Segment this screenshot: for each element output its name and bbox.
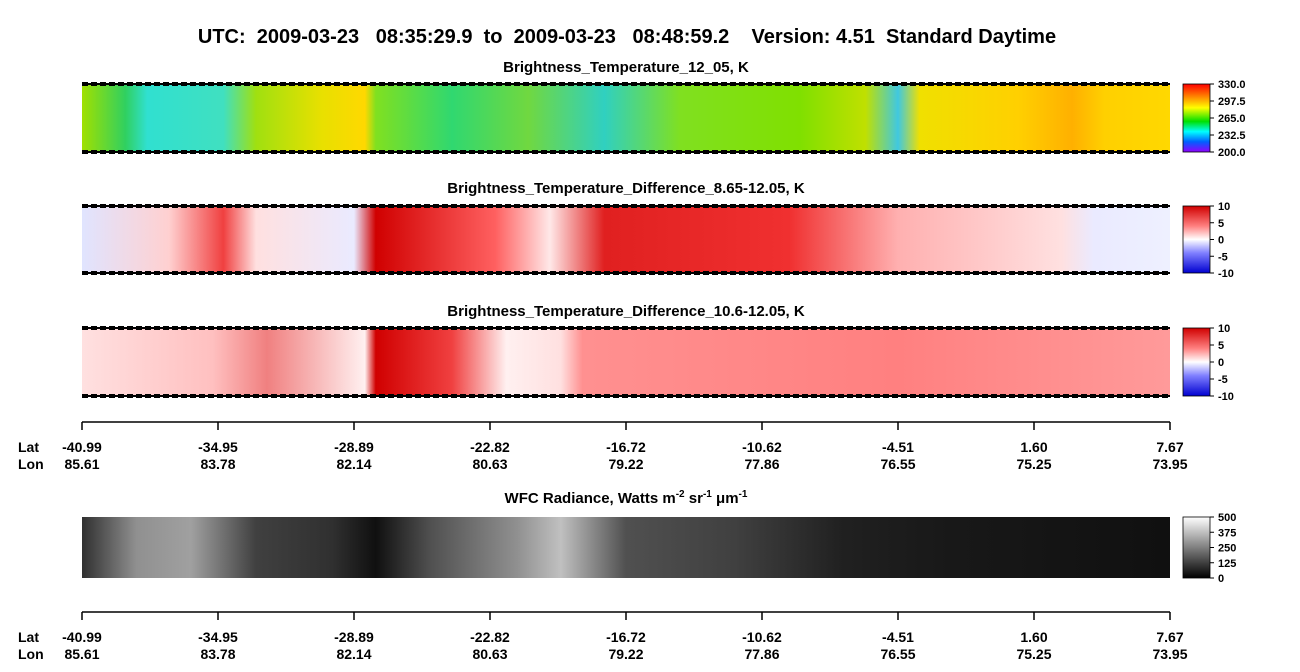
lat-label: -16.72	[606, 439, 646, 455]
page-title: UTC: 2009-03-23 08:35:29.9 to 2009-03-23…	[198, 26, 1056, 48]
lat-label: -34.95	[198, 629, 238, 645]
image-strip	[82, 517, 1170, 578]
lat-label: -16.72	[606, 629, 646, 645]
image-strip	[82, 328, 1170, 396]
colorbar-label: 250	[1218, 543, 1236, 555]
lat-label: -4.51	[882, 629, 914, 645]
lon-label: 79.22	[608, 646, 643, 662]
lon-label: 82.14	[336, 646, 371, 662]
colorbar-label: 297.5	[1218, 96, 1246, 108]
lon-label: 73.95	[1152, 456, 1187, 472]
lon-label: 83.78	[200, 456, 235, 472]
colorbar-label: 375	[1218, 527, 1236, 539]
lon-label: 76.55	[880, 456, 915, 472]
image-strip	[82, 84, 1170, 152]
lon-label: 77.86	[744, 646, 779, 662]
lat-label: -28.89	[334, 629, 374, 645]
lat-label: 7.67	[1156, 629, 1183, 645]
colorbar-label: -10	[1218, 391, 1234, 403]
lat-label: -4.51	[882, 439, 914, 455]
lon-label: 82.14	[336, 456, 371, 472]
colorbar-label: 232.5	[1218, 130, 1246, 142]
colorbar-label: 0	[1218, 573, 1224, 585]
title-text: WFC Radiance, Watts m	[505, 490, 676, 507]
axis-row-label: Lon	[18, 456, 44, 472]
lon-label: 77.86	[744, 456, 779, 472]
lon-label: 80.63	[472, 456, 507, 472]
colorbar	[1182, 327, 1211, 397]
lon-label: 85.61	[64, 456, 99, 472]
lat-label: -10.62	[742, 439, 782, 455]
colorbar	[1182, 83, 1211, 153]
colorbar	[1182, 205, 1211, 274]
colorbar-label: 330.0	[1218, 79, 1246, 91]
lon-label: 85.61	[64, 646, 99, 662]
lat-label: 1.60	[1020, 439, 1047, 455]
colorbar-label: 5	[1218, 218, 1224, 230]
lat-label: -22.82	[470, 439, 510, 455]
axis-row-label: Lat	[18, 629, 39, 645]
colorbar-label: 200.0	[1218, 147, 1246, 159]
lon-label: 75.25	[1016, 456, 1051, 472]
lat-label: -40.99	[62, 439, 102, 455]
panel-title: Brightness_Temperature_Difference_10.6-1…	[447, 303, 805, 320]
colorbar-label: 0	[1218, 357, 1224, 369]
axis-row-label: Lon	[18, 646, 44, 662]
panel-title: WFC Radiance, Watts m-2 sr-1 μm-1	[505, 489, 748, 507]
lon-label: 83.78	[200, 646, 235, 662]
colorbar-label: 10	[1218, 201, 1230, 213]
title-text: sr	[685, 490, 704, 507]
lon-label: 73.95	[1152, 646, 1187, 662]
panel-title: Brightness_Temperature_Difference_8.65-1…	[447, 180, 805, 197]
title-text: μm	[712, 490, 739, 507]
lat-label: 1.60	[1020, 629, 1047, 645]
axis-row-label: Lat	[18, 439, 39, 455]
image-strip	[82, 206, 1170, 273]
colorbar-label: -5	[1218, 374, 1228, 386]
colorbar-label: 500	[1218, 512, 1236, 524]
colorbar-label: 0	[1218, 235, 1224, 247]
colorbar-label: 5	[1218, 340, 1224, 352]
lon-label: 79.22	[608, 456, 643, 472]
colorbar-label: -10	[1218, 268, 1234, 280]
panel-title: Brightness_Temperature_12_05, K	[503, 59, 749, 76]
lat-label: -34.95	[198, 439, 238, 455]
colorbar-label: -5	[1218, 251, 1228, 263]
lon-label: 75.25	[1016, 646, 1051, 662]
lat-label: -40.99	[62, 629, 102, 645]
title-superscript: -1	[739, 489, 748, 500]
colorbar-label: 10	[1218, 323, 1230, 335]
lat-label: -28.89	[334, 439, 374, 455]
title-superscript: -2	[676, 489, 685, 500]
title-superscript: -1	[703, 489, 712, 500]
lon-label: 80.63	[472, 646, 507, 662]
colorbar-label: 125	[1218, 558, 1236, 570]
lat-label: 7.67	[1156, 439, 1183, 455]
lon-label: 76.55	[880, 646, 915, 662]
colorbar-label: 265.0	[1218, 113, 1246, 125]
lat-label: -10.62	[742, 629, 782, 645]
colorbar	[1182, 516, 1211, 579]
lat-label: -22.82	[470, 629, 510, 645]
